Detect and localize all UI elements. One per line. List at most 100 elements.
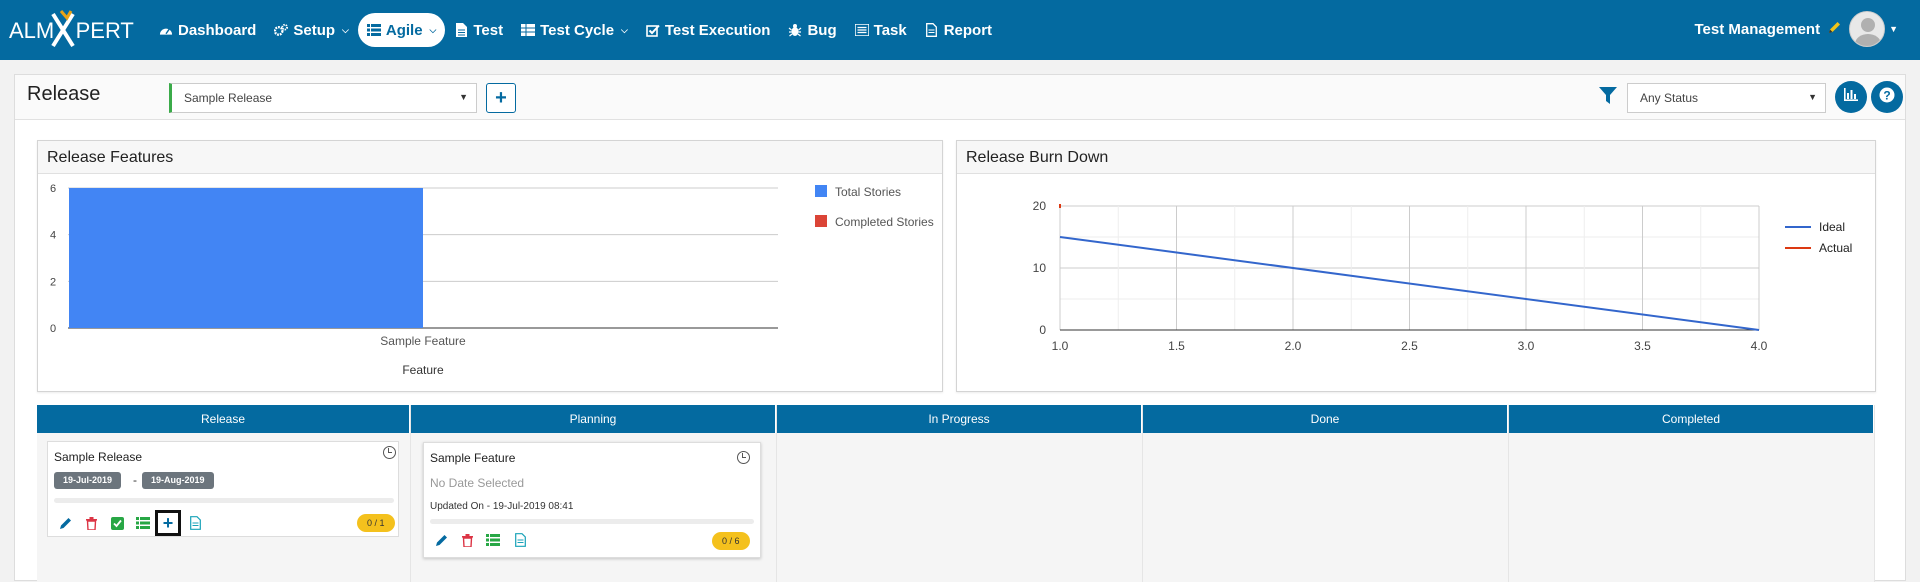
card-title: Sample Release (54, 450, 143, 464)
pencil-icon (1828, 21, 1841, 38)
file-icon (925, 23, 939, 37)
legend-swatch (815, 215, 827, 227)
clock-icon[interactable] (737, 451, 750, 464)
legend-label: Actual (1819, 241, 1852, 255)
check-square-icon[interactable] (110, 516, 124, 530)
column-header: Done (1143, 405, 1508, 433)
release-burndown-panel: Release Burn Down 0 10 20 1.0 1.5 2.0 2.5 3.0 3.… (956, 140, 1876, 392)
legend-swatch (815, 185, 827, 197)
chevron-down-icon: ⌵ (621, 24, 628, 35)
list-icon[interactable] (136, 516, 150, 530)
nav-setup[interactable]: Setup ⌵ (265, 13, 358, 47)
user-menu[interactable]: Test Management ▼ (1694, 11, 1898, 47)
column-in-progress: In Progress (777, 405, 1143, 582)
filter-icon[interactable] (1599, 87, 1617, 110)
nav-agile[interactable]: Agile ⌵ (357, 13, 446, 47)
list-icon[interactable] (486, 533, 500, 547)
column-header: Release (37, 405, 410, 433)
x-tick-label: 1.5 (1168, 339, 1185, 353)
logo-x: X (51, 9, 75, 47)
trash-icon[interactable] (460, 533, 474, 547)
x-axis-label: Feature (402, 363, 444, 377)
file-icon[interactable] (513, 533, 527, 547)
release-burndown-chart: 0 10 20 1.0 1.5 2.0 2.5 3.0 3.5 4.0 Ideal Actual (1033, 199, 1853, 353)
progress-bar (430, 519, 754, 524)
tachometer-icon (159, 23, 173, 37)
start-date-chip: 19-Jul-2019 (54, 472, 122, 489)
story-count-badge: 0 / 6 (712, 532, 750, 550)
nav-test[interactable]: Test (445, 13, 512, 47)
release-select[interactable]: Sample Release ▼ (169, 83, 477, 113)
file-text-icon (454, 23, 468, 37)
legend-label: Ideal (1819, 220, 1845, 234)
chevron-down-icon: ⌵ (342, 24, 349, 35)
column-done: Done (1143, 405, 1509, 582)
trash-icon[interactable] (84, 516, 98, 530)
column-header: Planning (411, 405, 776, 433)
nav-test-execution[interactable]: Test Execution (637, 13, 780, 47)
y-tick-label: 20 (1033, 199, 1047, 213)
column-header: In Progress (777, 405, 1142, 433)
status-select[interactable]: Any Status ▼ (1627, 83, 1826, 113)
x-tick-label: 4.0 (1751, 339, 1768, 353)
legend-label: Total Stories (835, 185, 901, 199)
avatar[interactable] (1849, 11, 1886, 47)
logo-text-right: PERT (75, 18, 134, 43)
plus-icon: + (162, 512, 174, 533)
logo-text-left: ALM (9, 18, 55, 43)
release-card[interactable]: Sample Release 19-Jul-2019 - 19-Aug-2019… (47, 441, 399, 537)
column-release: Release Sample Release 19-Jul-2019 - 19-… (37, 405, 411, 582)
column-header: Completed (1509, 405, 1874, 433)
page-title: Release (27, 83, 101, 105)
chevron-down-icon: ⌵ (429, 24, 437, 35)
legend-label: Completed Stories (835, 215, 934, 229)
nav-report[interactable]: Report (916, 13, 1001, 47)
add-release-button[interactable]: + (486, 83, 516, 113)
release-features-chart: 0 2 4 6 Sample Feature Feature Total Stories Co… (50, 183, 934, 377)
y-tick-label: 4 (50, 230, 56, 242)
add-feature-button[interactable]: + (155, 510, 181, 536)
gears-icon (274, 23, 289, 37)
svg-text:?: ? (1883, 88, 1890, 102)
card-title: Sample Feature (430, 451, 516, 465)
end-date-chip: 19-Aug-2019 (142, 472, 214, 489)
table-icon (521, 23, 536, 37)
main-panel: Release Sample Release ▼ + Any Status ▼ … (14, 74, 1906, 582)
list-icon (366, 23, 381, 37)
y-tick-label: 0 (1039, 323, 1046, 337)
y-tick-label: 2 (50, 276, 56, 288)
feature-card[interactable]: Sample Feature No Date Selected Updated … (423, 442, 761, 558)
x-tick-label: 3.5 (1634, 339, 1651, 353)
chart-toggle-button[interactable] (1835, 81, 1867, 113)
kanban-board: Release Sample Release 19-Jul-2019 - 19-… (37, 405, 1875, 582)
bug-icon (788, 23, 802, 37)
nav-dashboard[interactable]: Dashboard (150, 13, 265, 47)
file-icon[interactable] (188, 516, 202, 530)
bar-chart-icon (1844, 88, 1858, 106)
x-tick-label: Sample Feature (380, 334, 466, 348)
plus-icon: + (495, 86, 507, 109)
column-completed: Completed (1509, 405, 1875, 582)
tasks-icon (854, 23, 869, 37)
nav-test-cycle[interactable]: Test Cycle ⌵ (512, 13, 637, 47)
release-features-panel: Release Features 0 2 4 6 Sample Feature Featu… (37, 140, 943, 392)
main-menu: Dashboard Setup ⌵ Agile ⌵ Test Test Cycl… (150, 13, 1001, 47)
y-tick-label: 0 (50, 323, 56, 335)
x-tick-label: 3.0 (1518, 339, 1535, 353)
x-tick-label: 2.0 (1285, 339, 1302, 353)
nav-task[interactable]: Task (846, 13, 916, 47)
column-planning: Planning Sample Feature No Date Selected… (411, 405, 777, 582)
top-navbar: ALM X PERT Dashboard Setup ⌵ Agile ⌵ (0, 0, 1920, 60)
nav-bug[interactable]: Bug (779, 13, 845, 47)
panel-title: Release Features (38, 141, 942, 174)
help-button[interactable]: ? (1871, 81, 1903, 113)
x-tick-label: 2.5 (1401, 339, 1418, 353)
clock-icon[interactable] (383, 446, 396, 459)
edit-icon[interactable] (58, 516, 72, 530)
edit-icon[interactable] (434, 533, 448, 547)
panel-title: Release Burn Down (957, 141, 1875, 174)
almxpert-logo[interactable]: ALM X PERT (9, 9, 134, 49)
chevron-down-icon: ▼ (1889, 24, 1898, 34)
y-tick-label: 6 (50, 183, 56, 195)
date-text: No Date Selected (430, 476, 525, 490)
